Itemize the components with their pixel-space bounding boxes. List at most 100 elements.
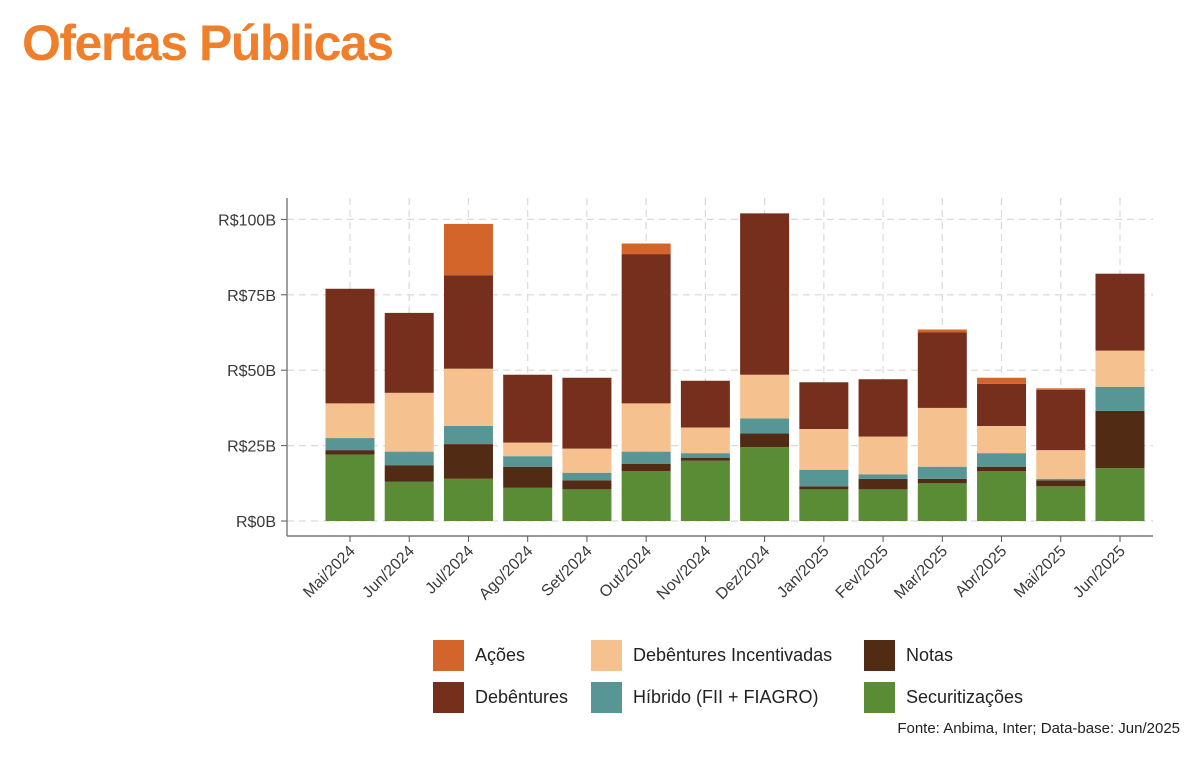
bar-segment-a-es	[1036, 388, 1086, 390]
bar-segment-h-brido-fii-fiagro	[799, 469, 849, 487]
legend-label-notas: Notas	[906, 644, 954, 665]
bar-segment-deb-ntures	[1095, 273, 1145, 351]
bar-segment-deb-ntures	[384, 312, 434, 393]
y-tick-label: R$50B	[227, 363, 276, 380]
bar-segment-h-brido-fii-fiagro	[443, 425, 493, 445]
bar-segment-notas	[799, 486, 849, 490]
bar-segment-deb-ntures-incentivadas	[799, 429, 849, 470]
x-tick-label: Jan/2025	[774, 543, 833, 602]
bar-segment-h-brido-fii-fiagro	[977, 453, 1027, 467]
x-tick-label: Abr/2025	[952, 543, 1010, 601]
bar-segment-notas	[325, 450, 375, 455]
bar-segment-notas	[1036, 480, 1086, 487]
x-tick-label: Set/2024	[538, 543, 595, 600]
bar-segment-deb-ntures-incentivadas	[325, 403, 375, 439]
bar-segment-deb-ntures	[562, 377, 612, 449]
bar-segment-securitiza-es	[1095, 468, 1145, 521]
bar-segment-deb-ntures	[621, 254, 671, 404]
source-note: Fonte: Anbima, Inter; Data-base: Jun/202…	[897, 720, 1180, 737]
bar-segment-h-brido-fii-fiagro	[858, 474, 908, 479]
x-tick-label: Jun/2024	[359, 543, 418, 602]
bar-segment-deb-ntures-incentivadas	[503, 442, 553, 457]
legend-swatch-deb-incentivadas	[591, 639, 622, 671]
bar-segment-h-brido-fii-fiagro	[1095, 386, 1145, 411]
bar-segment-notas	[443, 444, 493, 479]
bar-segment-deb-ntures-incentivadas	[740, 374, 790, 419]
bar-segment-deb-ntures	[740, 213, 790, 375]
x-tick-label: Dez/2024	[713, 543, 774, 604]
chart-title: Ofertas Públicas	[22, 15, 394, 71]
bar-segment-h-brido-fii-fiagro	[917, 466, 967, 479]
x-tick-label: Jul/2024	[422, 543, 477, 598]
y-tick-label: R$75B	[227, 288, 276, 305]
bar-segment-deb-ntures	[503, 374, 553, 443]
y-tick-label: R$25B	[227, 439, 276, 456]
legend-label-debentures: Debêntures	[475, 686, 569, 707]
bar-segment-h-brido-fii-fiagro	[1036, 478, 1086, 481]
bar-segment-deb-ntures	[858, 379, 908, 437]
bar-segment-a-es	[977, 377, 1027, 384]
bar-segment-deb-ntures-incentivadas	[562, 448, 612, 473]
x-tick-label: Ago/2024	[476, 543, 537, 604]
bar-segment-securitiza-es	[680, 460, 730, 521]
bar-segment-deb-ntures	[443, 275, 493, 369]
bar-segment-notas	[621, 463, 671, 472]
bar-segment-deb-ntures-incentivadas	[917, 407, 967, 467]
x-tick-label: Mar/2025	[891, 543, 951, 603]
y-tick-label: R$0B	[236, 514, 276, 531]
bar-segment-deb-ntures-incentivadas	[621, 403, 671, 452]
bar-segment-notas	[1095, 410, 1145, 469]
x-tick-label: Fev/2025	[833, 543, 892, 602]
bar-segment-securitiza-es	[384, 481, 434, 521]
bar-segment-a-es	[621, 243, 671, 255]
x-tick-label: Mai/2024	[300, 543, 359, 602]
legend-item-notas: Notas	[864, 639, 953, 671]
bar-segment-securitiza-es	[325, 454, 375, 521]
bar-segment-deb-ntures	[977, 383, 1027, 426]
bar-segment-deb-ntures	[325, 288, 375, 404]
x-tick-label: Jun/2025	[1070, 543, 1129, 602]
bar-segment-h-brido-fii-fiagro	[384, 451, 434, 466]
x-tick-label: Nov/2024	[654, 543, 715, 604]
legend-swatch-securitizacoes	[864, 681, 895, 713]
bar-segment-deb-ntures-incentivadas	[443, 368, 493, 426]
bar-segment-deb-ntures-incentivadas	[1095, 350, 1145, 387]
legend-item-deb-incentivadas: Debêntures Incentivadas	[591, 639, 832, 671]
bar-segment-securitiza-es	[799, 489, 849, 521]
bar-segment-deb-ntures	[680, 380, 730, 428]
bar-segment-deb-ntures	[1036, 389, 1086, 451]
x-tick-label: Mai/2025	[1011, 543, 1070, 602]
bar-segment-h-brido-fii-fiagro	[503, 456, 553, 467]
bar-segment-securitiza-es	[1036, 486, 1086, 521]
legend-label-securitizacoes: Securitizações	[906, 686, 1024, 707]
bar-segment-h-brido-fii-fiagro	[325, 438, 375, 451]
bar-segment-deb-ntures-incentivadas	[680, 427, 730, 454]
bar-segment-notas	[680, 457, 730, 461]
legend-label-hibrido: Híbrido (FII + FIAGRO)	[633, 686, 819, 707]
bar-segment-notas	[740, 433, 790, 448]
bar-segment-notas	[977, 466, 1027, 472]
bar-segment-h-brido-fii-fiagro	[740, 418, 790, 434]
bar-segment-deb-ntures-incentivadas	[858, 436, 908, 475]
bar-segment-deb-ntures	[799, 382, 849, 430]
bar-segment-notas	[917, 478, 967, 484]
bar-segment-deb-ntures-incentivadas	[977, 425, 1027, 454]
legend-swatch-debentures	[433, 681, 464, 713]
bar-segment-deb-ntures	[917, 332, 967, 408]
legend-item-acoes: Ações	[433, 639, 525, 671]
bar-segment-notas	[562, 480, 612, 490]
bar-segment-securitiza-es	[740, 447, 790, 521]
y-tick-label: R$100B	[218, 212, 276, 229]
bar-segment-h-brido-fii-fiagro	[562, 472, 612, 481]
bar-segment-notas	[503, 466, 553, 488]
legend-item-debentures: Debêntures	[433, 681, 568, 713]
x-tick-label: Out/2024	[596, 543, 655, 602]
bar-segment-h-brido-fii-fiagro	[621, 451, 671, 464]
bar-segment-deb-ntures-incentivadas	[1036, 450, 1086, 479]
bar-segment-securitiza-es	[621, 471, 671, 521]
legend-label-deb-incentivadas: Debêntures Incentivadas	[633, 644, 833, 665]
bar-segment-securitiza-es	[562, 489, 612, 521]
bar-segment-securitiza-es	[917, 483, 967, 521]
bar-segment-securitiza-es	[443, 478, 493, 521]
